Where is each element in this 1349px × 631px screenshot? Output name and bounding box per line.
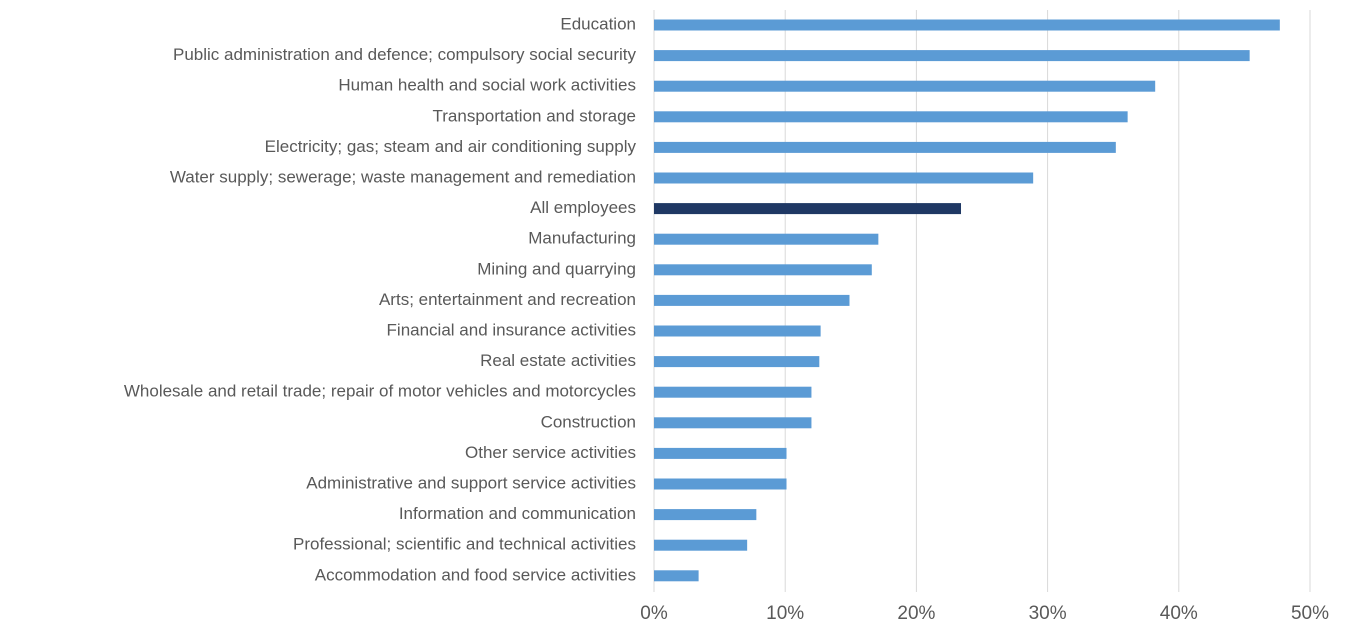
bar bbox=[654, 233, 879, 245]
bar bbox=[654, 386, 812, 398]
y-tick-label: Information and communication bbox=[399, 504, 636, 523]
y-tick-label: Education bbox=[560, 14, 636, 33]
bar bbox=[654, 417, 812, 429]
bar bbox=[654, 539, 748, 551]
x-tick-label: 0% bbox=[640, 603, 668, 624]
bar bbox=[654, 447, 787, 459]
bar bbox=[654, 509, 757, 521]
y-tick-label: Public administration and defence; compu… bbox=[173, 45, 637, 64]
y-tick-label: Wholesale and retail trade; repair of mo… bbox=[124, 382, 636, 401]
y-tick-label: Arts; entertainment and recreation bbox=[379, 290, 636, 309]
y-tick-label: Administrative and support service activ… bbox=[306, 473, 636, 492]
bar bbox=[654, 478, 787, 490]
x-tick-label: 30% bbox=[1029, 603, 1067, 624]
bar bbox=[654, 570, 699, 582]
x-tick-label: 50% bbox=[1291, 603, 1329, 624]
bar bbox=[654, 19, 1280, 31]
bar bbox=[654, 50, 1250, 62]
bar bbox=[654, 325, 821, 337]
y-tick-label: Manufacturing bbox=[528, 229, 636, 248]
y-tick-label: Financial and insurance activities bbox=[387, 320, 636, 339]
y-tick-label: Transportation and storage bbox=[433, 106, 637, 125]
y-tick-label: Water supply; sewerage; waste management… bbox=[170, 167, 636, 186]
bar bbox=[654, 356, 820, 368]
y-tick-label: Real estate activities bbox=[480, 351, 636, 370]
y-tick-label: Mining and quarrying bbox=[477, 259, 636, 278]
bar bbox=[654, 141, 1116, 153]
bar bbox=[654, 172, 1034, 184]
y-tick-label: Other service activities bbox=[465, 443, 636, 462]
y-tick-label: All employees bbox=[530, 198, 636, 217]
x-tick-label: 10% bbox=[766, 603, 804, 624]
y-tick-label: Professional; scientific and technical a… bbox=[293, 535, 636, 554]
bar bbox=[654, 111, 1128, 123]
bar bbox=[654, 294, 850, 306]
bar bbox=[654, 264, 872, 276]
bar bbox=[654, 80, 1156, 92]
y-tick-label: Accommodation and food service activitie… bbox=[315, 565, 636, 584]
y-tick-label: Construction bbox=[541, 412, 636, 431]
y-tick-label: Human health and social work activities bbox=[338, 76, 636, 95]
x-tick-label: 20% bbox=[897, 603, 935, 624]
bar bbox=[654, 203, 962, 215]
y-tick-label: Electricity; gas; steam and air conditio… bbox=[265, 137, 637, 156]
x-tick-label: 40% bbox=[1160, 603, 1198, 624]
